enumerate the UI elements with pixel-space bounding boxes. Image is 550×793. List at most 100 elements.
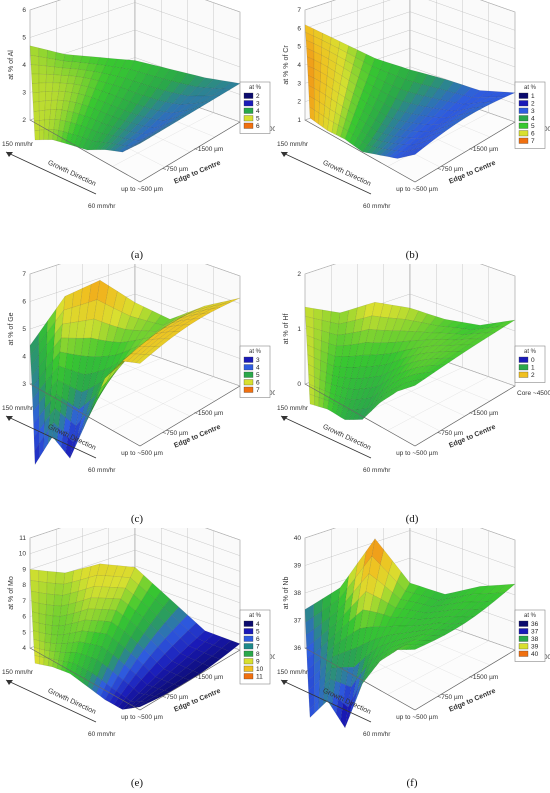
legend-swatch [243, 650, 254, 657]
surface-patch [135, 701, 151, 708]
growth-tick-label: 60 mm/hr [363, 467, 391, 474]
grid-line [387, 640, 489, 695]
z-tick-label: 3 [297, 80, 301, 87]
subfigure-label: (a) [131, 249, 144, 261]
growth-arrow [280, 151, 372, 195]
surface-patch [46, 65, 55, 75]
z-tick-label: 37 [294, 618, 302, 625]
axis-line [29, 119, 141, 183]
surface-patch [30, 580, 40, 593]
surface-patch [38, 82, 47, 93]
surface-chart: Cr concentration at 60 mm/hr growth rate… [277, 0, 550, 261]
legend-swatch [243, 665, 254, 672]
legend-title: at % [524, 349, 537, 355]
surface [304, 302, 516, 420]
legend-swatch [518, 100, 529, 107]
surface-patch [313, 308, 323, 321]
grid-line [112, 376, 214, 431]
chart-panel: Cr concentration at 60 mm/hr growth rate… [275, 0, 550, 264]
grid-line [112, 112, 214, 167]
surface-patch [44, 633, 52, 644]
legend-label: 6 [256, 123, 260, 130]
legend-label: 6 [256, 636, 260, 643]
grid-line [29, 266, 241, 304]
legend-label: 40 [531, 651, 539, 658]
surface-patch [33, 639, 40, 650]
surface-patch [39, 656, 45, 666]
surface-patch [45, 614, 54, 626]
surface-patch [52, 605, 62, 617]
legend-label: 2 [531, 101, 535, 108]
grid-line [29, 2, 241, 40]
legend-swatch [243, 107, 254, 114]
edge-tick-label: ~750 µm [438, 694, 464, 701]
surface-patch [46, 57, 56, 68]
growth-tick-label: 60 mm/hr [88, 467, 116, 474]
legend-label: 3 [256, 101, 260, 108]
surface [304, 24, 516, 159]
legend-label: 2 [531, 372, 535, 379]
surface-patch [52, 74, 62, 84]
surface-patch [39, 119, 45, 131]
legend-label: 1 [531, 365, 535, 372]
grid-line [387, 376, 489, 431]
subfigure-label: (e) [131, 777, 144, 789]
legend-label: 4 [256, 365, 260, 372]
z-axis-label: at % of Nb [283, 577, 290, 610]
surface-patch [45, 74, 54, 83]
axis-line [139, 649, 241, 711]
surface [29, 563, 241, 710]
chart-panel: Mo concentration at 60 mm/hr growth rate… [0, 528, 275, 792]
legend-label: 5 [256, 116, 260, 123]
surface-patch [30, 590, 40, 604]
legend-swatch [518, 92, 529, 99]
legend-label: 5 [256, 372, 260, 379]
edge-tick-label: ~750 µm [163, 166, 189, 173]
surface-patch [34, 130, 40, 141]
surface-patch [32, 101, 40, 112]
subfigure-label: (b) [406, 249, 419, 261]
axis-line [414, 385, 516, 447]
z-tick-label: 5 [22, 35, 26, 42]
edge-tick-label: up to ~500 µm [396, 714, 438, 721]
z-tick-label: 1 [297, 117, 301, 124]
z-tick-label: 3 [22, 381, 26, 388]
legend-swatch [243, 92, 254, 99]
legend-swatch [243, 115, 254, 122]
surface-patch [53, 66, 63, 76]
subfigure-label: (f) [407, 777, 418, 789]
surface-patch [52, 615, 61, 627]
growth-tick-label: 150 mm/hr [2, 141, 34, 148]
surface-patch [45, 82, 54, 92]
edge-tick-label: ~750 µm [163, 694, 189, 701]
surface-patch [38, 570, 48, 583]
growth-arrow [5, 415, 97, 459]
z-tick-label: 4 [297, 62, 301, 69]
z-tick-label: 3 [22, 90, 26, 97]
legend-swatch [243, 628, 254, 635]
surface-patch [54, 583, 64, 596]
legend-label: 39 [531, 644, 539, 651]
legend-label: 4 [531, 116, 535, 123]
legend-label: 5 [531, 123, 535, 130]
growth-axis-label: Growth Direction [47, 687, 97, 715]
surface-patch [39, 648, 45, 658]
z-axis-label: at % of Mo [8, 576, 15, 610]
legend-swatch [243, 620, 254, 627]
edge-tick-label: ~750 µm [438, 430, 464, 437]
edge-tick-label: ~1500 µm [194, 146, 223, 153]
surface-patch [53, 594, 63, 607]
z-tick-label: 6 [22, 299, 26, 306]
surface-patch [321, 309, 332, 323]
legend-title: at % [249, 349, 262, 355]
growth-tick-label: 150 mm/hr [277, 141, 309, 148]
chart-panel: Ge concentration at 60 mm/hr growth rate… [0, 264, 275, 528]
surface-chart: Hf concentration at 60 mm/hr growth rate… [277, 264, 550, 525]
surface-chart: Ge concentration at 60 mm/hr growth rate… [2, 264, 275, 525]
z-tick-label: 36 [294, 645, 302, 652]
surface-patch [39, 129, 45, 141]
legend-title: at % [249, 85, 262, 91]
legend-swatch [243, 673, 254, 680]
legend-swatch [243, 122, 254, 129]
legend-label: 2 [256, 93, 260, 100]
